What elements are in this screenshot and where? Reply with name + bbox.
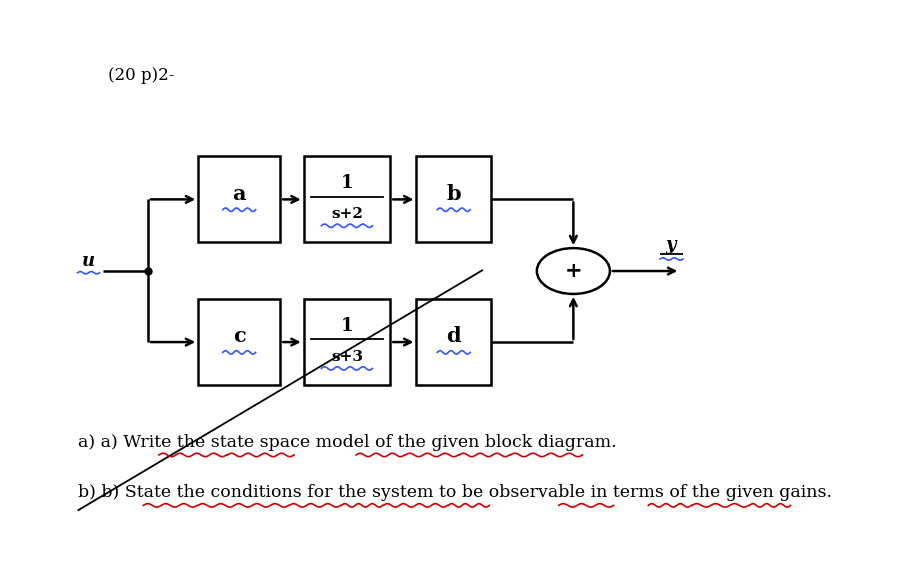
FancyBboxPatch shape (198, 156, 280, 242)
Text: d: d (446, 327, 461, 346)
Text: b) b) State the conditions for the system to be observable in terms of the given: b) b) State the conditions for the syste… (78, 484, 832, 501)
FancyBboxPatch shape (303, 299, 391, 385)
Text: (20 p)2-: (20 p)2- (108, 67, 174, 84)
Text: a) a) Write the state space model of the given block diagram.: a) a) Write the state space model of the… (78, 434, 616, 451)
Text: 1: 1 (341, 174, 353, 193)
FancyBboxPatch shape (416, 299, 491, 385)
Text: c: c (233, 327, 246, 346)
FancyBboxPatch shape (198, 299, 280, 385)
Text: a: a (233, 184, 246, 203)
Text: b: b (446, 184, 461, 203)
Text: u: u (82, 252, 95, 270)
Text: +: + (564, 261, 582, 281)
FancyBboxPatch shape (303, 156, 391, 242)
Text: y: y (666, 236, 677, 254)
Text: s+3: s+3 (331, 350, 363, 364)
FancyBboxPatch shape (416, 156, 491, 242)
Circle shape (537, 248, 610, 294)
Text: 1: 1 (341, 317, 353, 335)
Text: s+2: s+2 (331, 207, 362, 221)
